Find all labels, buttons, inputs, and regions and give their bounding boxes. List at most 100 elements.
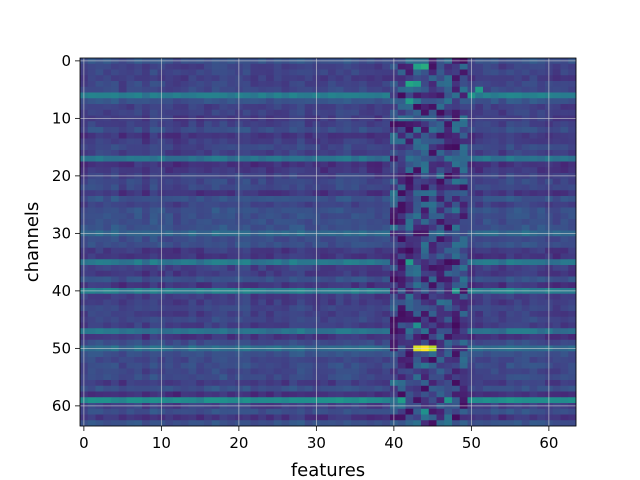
heatmap-cell <box>475 305 484 312</box>
heatmap-cell <box>188 75 197 82</box>
heatmap-cell <box>421 190 430 197</box>
heatmap-cell <box>204 357 213 364</box>
heatmap-cell <box>118 282 127 289</box>
heatmap-cell <box>428 311 437 318</box>
heatmap-cell <box>475 282 484 289</box>
heatmap-cell <box>149 127 158 134</box>
heatmap-cell <box>103 144 112 151</box>
heatmap-cell <box>359 63 368 70</box>
heatmap-cell <box>126 138 135 145</box>
heatmap-cell <box>452 282 461 289</box>
heatmap-cell <box>452 98 461 105</box>
heatmap-cell <box>188 368 197 375</box>
heatmap-cell <box>149 201 158 208</box>
heatmap-cell <box>335 339 344 346</box>
heatmap-cell <box>87 63 96 70</box>
heatmap-cell <box>498 414 507 421</box>
heatmap-cell <box>289 293 298 300</box>
heatmap-cell <box>405 253 414 260</box>
heatmap-cell <box>459 270 468 277</box>
heatmap-cell <box>444 138 453 145</box>
heatmap-cell <box>118 219 127 226</box>
heatmap-cell <box>475 259 484 266</box>
heatmap-cell <box>289 374 298 381</box>
heatmap-cell <box>568 144 577 151</box>
heatmap-cell <box>459 196 468 203</box>
heatmap-cell <box>568 397 577 404</box>
y-tick-label: 30 <box>52 224 71 242</box>
heatmap-cell <box>413 224 422 231</box>
heatmap-cell <box>273 311 282 318</box>
heatmap-cell <box>149 86 158 93</box>
heatmap-cell <box>405 299 414 306</box>
heatmap-cell <box>397 385 406 392</box>
heatmap-cell <box>359 408 368 415</box>
heatmap-cell <box>428 207 437 214</box>
heatmap-cell <box>103 328 112 335</box>
heatmap-cell <box>498 201 507 208</box>
heatmap-cell <box>111 184 120 191</box>
heatmap-cell <box>304 109 313 116</box>
heatmap-cell <box>103 104 112 111</box>
heatmap-cell <box>242 224 251 231</box>
heatmap-cell <box>95 397 104 404</box>
heatmap-cell <box>351 81 360 88</box>
heatmap-cell <box>452 81 461 88</box>
heatmap-cell <box>382 380 391 387</box>
heatmap-cell <box>568 420 577 427</box>
heatmap-cell <box>142 299 151 306</box>
heatmap-cell <box>304 138 313 145</box>
heatmap-cell <box>227 201 236 208</box>
heatmap-cell <box>242 92 251 99</box>
heatmap-cell <box>436 167 445 174</box>
heatmap-cell <box>227 362 236 369</box>
heatmap-cell <box>568 184 577 191</box>
heatmap-cell <box>343 282 352 289</box>
heatmap-cell <box>366 408 375 415</box>
heatmap-cell <box>304 374 313 381</box>
heatmap-cell <box>382 282 391 289</box>
heatmap-cell <box>568 75 577 82</box>
heatmap-cell <box>320 150 329 157</box>
heatmap-cell <box>188 322 197 329</box>
heatmap-cell <box>537 322 546 329</box>
heatmap-cell <box>436 311 445 318</box>
heatmap-cell <box>266 207 275 214</box>
heatmap-cell <box>452 219 461 226</box>
heatmap-cell <box>343 311 352 318</box>
heatmap-cell <box>320 305 329 312</box>
heatmap-cell <box>95 184 104 191</box>
heatmap-cell <box>343 184 352 191</box>
heatmap-cell <box>374 155 383 162</box>
heatmap-cell <box>281 104 290 111</box>
heatmap-cell <box>250 213 259 220</box>
heatmap-cell <box>475 299 484 306</box>
heatmap-cell <box>250 109 259 116</box>
heatmap-cell <box>242 75 251 82</box>
heatmap-cell <box>374 132 383 139</box>
heatmap-cell <box>134 121 143 128</box>
heatmap-cell <box>103 299 112 306</box>
heatmap-cell <box>204 167 213 174</box>
heatmap-cell <box>227 380 236 387</box>
heatmap-cell <box>506 316 515 323</box>
heatmap-cell <box>335 334 344 341</box>
heatmap-cell <box>297 253 306 260</box>
heatmap-cell <box>320 380 329 387</box>
heatmap-cell <box>320 161 329 168</box>
heatmap-cell <box>281 86 290 93</box>
heatmap-cell <box>173 201 182 208</box>
heatmap-cell <box>413 121 422 128</box>
heatmap-cell <box>397 127 406 134</box>
heatmap-cell <box>529 184 538 191</box>
heatmap-cell <box>211 357 220 364</box>
heatmap-cell <box>188 109 197 116</box>
heatmap-cell <box>537 69 546 76</box>
heatmap-cell <box>242 368 251 375</box>
heatmap-cell <box>374 385 383 392</box>
heatmap-cell <box>459 282 468 289</box>
heatmap-cell <box>289 305 298 312</box>
heatmap-cell <box>490 368 499 375</box>
heatmap-cell <box>149 351 158 358</box>
heatmap-cell <box>452 213 461 220</box>
